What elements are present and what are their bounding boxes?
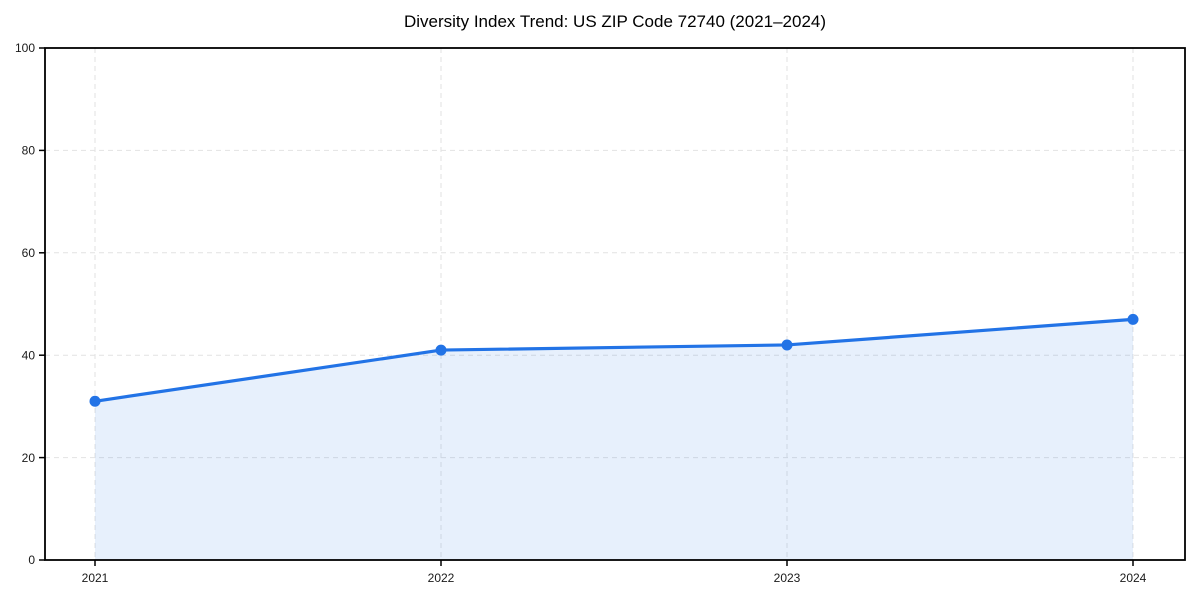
y-tick-label: 20 bbox=[22, 451, 36, 465]
x-tick-label: 2023 bbox=[774, 571, 801, 585]
y-tick-label: 60 bbox=[22, 246, 36, 260]
data-line bbox=[93, 317, 1135, 403]
y-tick-label: 0 bbox=[28, 553, 35, 567]
area-fill bbox=[95, 319, 1133, 560]
x-tick-label: 2024 bbox=[1120, 571, 1147, 585]
data-point-marker bbox=[781, 339, 793, 351]
data-point-marker bbox=[435, 344, 447, 356]
x-tick-label: 2022 bbox=[428, 571, 455, 585]
x-tick-label: 2021 bbox=[82, 571, 109, 585]
plot-border bbox=[44, 47, 1186, 561]
chart-title: Diversity Index Trend: US ZIP Code 72740… bbox=[403, 12, 827, 31]
data-point-marker bbox=[89, 395, 101, 407]
y-tick-label: 100 bbox=[15, 41, 35, 55]
y-tick-label: 40 bbox=[22, 348, 36, 362]
y-tick-label: 80 bbox=[22, 144, 36, 158]
data-point-marker bbox=[1127, 313, 1139, 325]
